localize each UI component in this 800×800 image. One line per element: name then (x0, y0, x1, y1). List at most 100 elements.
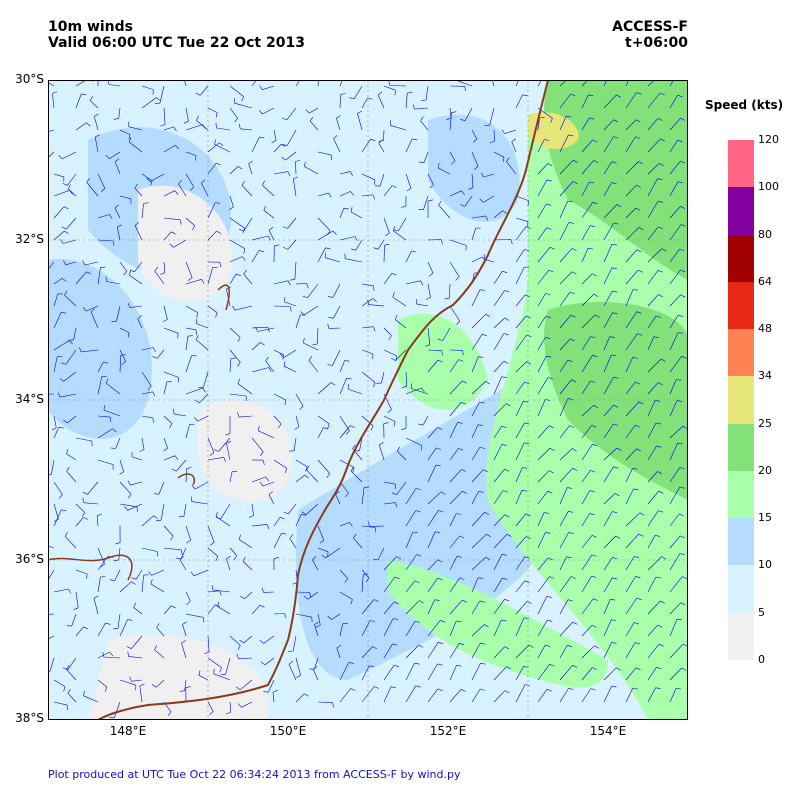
wind-barb (339, 208, 344, 219)
wind-barb (405, 510, 417, 527)
wind-barb-flag (545, 532, 551, 534)
wind-barb (581, 688, 592, 703)
wind-barb (317, 192, 329, 197)
wind-barb-flag (350, 248, 356, 251)
wind-barb-flag (658, 510, 664, 513)
wind-barb (647, 138, 661, 153)
wind-barb (295, 80, 301, 87)
wind-barb-flag (526, 361, 531, 365)
wind-barb-flag (504, 514, 510, 518)
wind-barb (141, 515, 154, 527)
wind-barb-flag (152, 347, 156, 353)
wind-barb-flag (147, 385, 152, 391)
wind-barb (353, 85, 363, 100)
wind-barb-flag (657, 382, 663, 386)
wind-barb-flag (394, 502, 398, 508)
wind-barb (515, 381, 525, 395)
wind-barb-flag (66, 466, 70, 472)
wind-barb-flag (350, 191, 354, 196)
wind-barb (489, 107, 495, 126)
speed-region-20-25 (544, 80, 688, 280)
wind-barb (625, 184, 637, 197)
wind-barb (493, 239, 511, 241)
wind-barb-flag (83, 517, 89, 520)
wind-barb (333, 305, 341, 319)
wind-barb (67, 188, 77, 197)
wind-barb (603, 94, 617, 109)
wind-barb (559, 467, 573, 483)
wind-barb (603, 511, 613, 527)
wind-barb (449, 151, 456, 161)
wind-barb (537, 179, 548, 197)
wind-barb (669, 248, 680, 263)
lon-label-152e: 152°E (429, 724, 467, 738)
wind-barb (163, 455, 176, 461)
wind-barb (175, 459, 187, 472)
wind-barb-flag (527, 200, 529, 206)
wind-barb (94, 136, 99, 153)
wind-barb-flag (587, 247, 593, 250)
wind-barb-flag (657, 471, 663, 475)
wind-barb (225, 657, 231, 675)
wind-barb-flag (368, 521, 370, 527)
wind-barb (581, 645, 595, 659)
wind-barb-flag (446, 117, 452, 121)
wind-barb-flag (303, 338, 305, 344)
wind-barb-flag (479, 600, 485, 603)
wind-barb-flag (611, 619, 617, 621)
wind-barb-flag (248, 515, 254, 518)
wind-barb-flag (196, 312, 199, 318)
wind-barb (63, 371, 77, 382)
legend-swatch-64 (728, 234, 754, 282)
wind-barb (306, 469, 319, 483)
wind-barb-flag (215, 122, 217, 129)
wind-barb-flag (402, 385, 407, 388)
wind-barb (625, 533, 640, 549)
wind-barb-flag (589, 181, 595, 184)
wind-barb (229, 358, 232, 373)
wind-barb-flag (682, 425, 688, 429)
wind-barb-flag (460, 204, 466, 207)
wind-barb (493, 578, 503, 593)
wind-barb (163, 145, 176, 153)
wind-barb (515, 249, 525, 263)
wind-barb-flag (458, 448, 464, 451)
wind-barb-flag (567, 487, 573, 489)
wind-barb-flag (174, 455, 179, 460)
wind-barb (603, 136, 614, 153)
wind-barb (581, 513, 591, 527)
wind-barb-flag (109, 417, 112, 423)
wind-barb-flag (524, 294, 530, 298)
wind-barb (559, 621, 573, 637)
wind-barb-flag (383, 422, 389, 425)
wind-barb (212, 589, 231, 593)
wind-barb-flag (609, 336, 615, 338)
wind-barb (53, 588, 69, 593)
wind-barb-flag (632, 357, 638, 359)
wind-barb-flag (179, 556, 184, 561)
wind-barb-flag (485, 313, 491, 317)
lon-label-150e: 150°E (269, 724, 307, 738)
wind-barb-flag (612, 557, 618, 560)
wind-barb (647, 556, 663, 571)
wind-barb (295, 613, 312, 618)
wind-barb (185, 124, 203, 131)
wind-barb (52, 93, 55, 109)
wind-barb (361, 574, 364, 593)
wind-barb-flag (681, 356, 687, 359)
wind-barb (294, 261, 297, 280)
wind-barb-flag (549, 576, 555, 579)
wind-barb-flag (154, 645, 158, 650)
wind-barb-flag (456, 513, 462, 515)
wind-barb-flag (524, 249, 530, 252)
wind-barb (581, 336, 591, 351)
wind-barb-flag (523, 400, 529, 403)
wind-barb (383, 502, 396, 505)
wind-barb (383, 415, 396, 422)
wind-barb (559, 338, 571, 351)
wind-barb (251, 524, 268, 527)
wind-barb (65, 349, 77, 365)
wind-barb-flag (391, 273, 397, 276)
wind-barb-flag (661, 248, 667, 252)
wind-barb (75, 93, 82, 109)
